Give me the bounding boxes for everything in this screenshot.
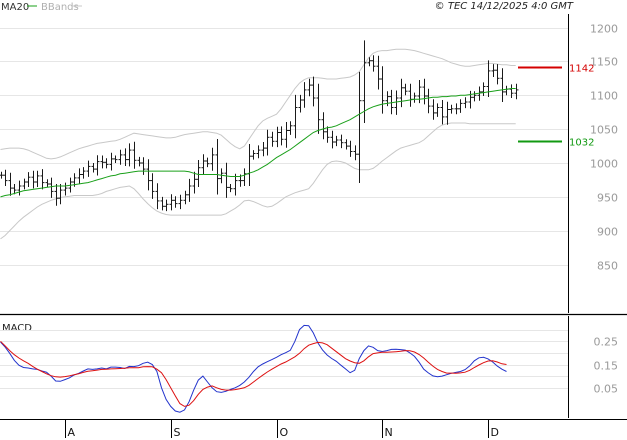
price-tick-label: 900 [597, 226, 618, 239]
legend-ma-label: MA20 [1, 2, 29, 13]
x-tick-label: O [280, 426, 289, 439]
price-bars [0, 40, 519, 212]
price-tick-label: 1000 [590, 158, 618, 171]
price-grid [0, 28, 568, 266]
level-lines: 1142 1032 [518, 64, 594, 149]
x-tick-label: A [68, 426, 76, 439]
bbands-lower-line [0, 122, 516, 240]
price-panel: 850 900 950 1000 1050 1100 1150 1200 1142 1032 [0, 14, 618, 313]
macd-tick-label: 0.05 [594, 383, 619, 396]
price-tick-label: 850 [597, 260, 618, 273]
price-tick-label: 1200 [590, 23, 618, 36]
level-label-resistance: 1142 [569, 64, 594, 75]
macd-y-axis: 0.05 0.15 0.25 [594, 336, 619, 396]
x-tick-label: D [491, 426, 499, 439]
price-tick-label: 950 [597, 192, 618, 205]
x-tick-label: S [174, 426, 181, 439]
legend-bbands-label: BBands [41, 2, 79, 13]
ma20-line [0, 88, 516, 198]
price-tick-label: 1150 [590, 56, 618, 69]
bbands-upper-line [0, 48, 516, 160]
macd-line [0, 324, 507, 413]
macd-title: MACD [2, 323, 32, 334]
price-y-axis: 850 900 950 1000 1050 1100 1150 1200 [590, 23, 618, 273]
macd-tick-label: 0.15 [594, 360, 619, 373]
copyright-text: © TEC 14/12/2025 4:0 GMT [435, 1, 574, 12]
level-label-support: 1032 [569, 138, 594, 149]
signal-line [0, 340, 507, 407]
x-tick-label: N [385, 426, 393, 439]
legend: MA20 BBands [1, 2, 82, 13]
macd-tick-label: 0.25 [594, 336, 619, 349]
price-tick-label: 1050 [590, 124, 618, 137]
price-tick-label: 1100 [590, 90, 618, 103]
macd-panel: MACD 0.05 0.15 0.25 [0, 316, 618, 418]
